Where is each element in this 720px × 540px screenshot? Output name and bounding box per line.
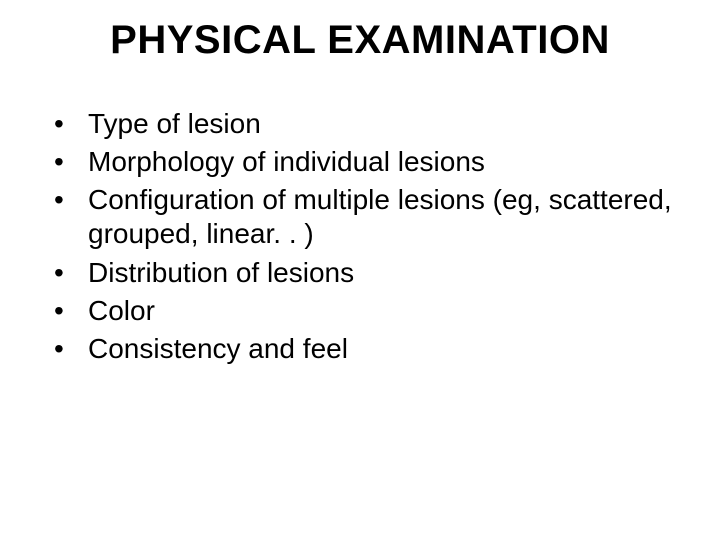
list-item: Type of lesion bbox=[54, 107, 684, 141]
list-item: Configuration of multiple lesions (eg, s… bbox=[54, 183, 684, 251]
list-item: Consistency and feel bbox=[54, 332, 684, 366]
list-item: Color bbox=[54, 294, 684, 328]
bullet-list: Type of lesion Morphology of individual … bbox=[0, 107, 720, 366]
page-title: PHYSICAL EXAMINATION bbox=[0, 18, 720, 63]
list-item: Distribution of lesions bbox=[54, 256, 684, 290]
slide: PHYSICAL EXAMINATION Type of lesion Morp… bbox=[0, 0, 720, 540]
list-item: Morphology of individual lesions bbox=[54, 145, 684, 179]
